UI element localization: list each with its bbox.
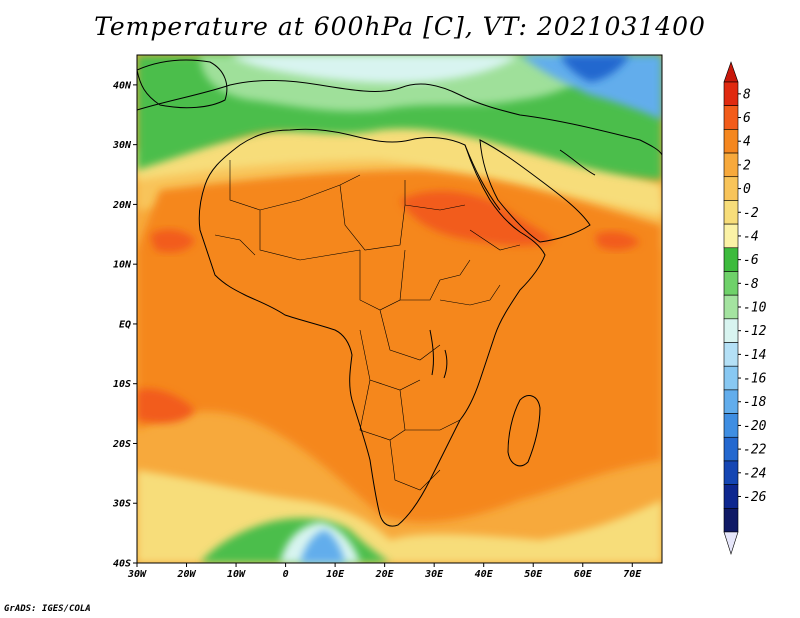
madagascar (507, 395, 541, 467)
colorbar-swatch (723, 508, 739, 533)
lon-tick-label: 30E (424, 569, 444, 580)
europe-coast (137, 80, 662, 156)
colorbar-swatch (723, 176, 739, 201)
colorbar-swatch (723, 484, 739, 509)
latitude-axis: 40N 30N 20N 10N EQ 10S 20S 30S 40S (112, 80, 137, 570)
field-hot-sudan (400, 190, 555, 246)
lon-tick-label: 60E (574, 569, 593, 580)
field-cold-deepblue (560, 55, 630, 82)
colorbar-swatch (723, 105, 739, 130)
colorbar-swatch (723, 413, 739, 438)
chart-title: Temperature at 600hPa [C], VT: 202103140… (94, 12, 706, 41)
colorbar-label: 4 (743, 135, 751, 150)
colorbar-top-arrow (723, 61, 739, 83)
lon-tick-label: 50E (524, 569, 543, 580)
lon-tick-label: 30W (127, 569, 147, 580)
colorbar-swatch (723, 81, 739, 106)
colorbar-label: -2 (743, 206, 759, 221)
lat-tick-label: EQ (119, 319, 131, 330)
lon-tick-label: 10E (326, 569, 345, 580)
colorbar-swatch (723, 318, 739, 343)
lat-tick-label: 40S (113, 559, 131, 570)
field-cold-blue (520, 55, 662, 120)
colorbar-label: -12 (743, 324, 767, 339)
lat-tick-label: 40N (113, 80, 132, 91)
lat-tick-label: 20S (112, 439, 131, 450)
red-sea (464, 144, 501, 211)
colorbar-swatch (723, 223, 739, 249)
lat-tick-label: 30S (112, 499, 131, 510)
country-borders (214, 160, 521, 491)
colorbar-swatch (723, 152, 739, 178)
colorbar-label: -24 (743, 466, 766, 481)
lon-tick-label: 70E (623, 569, 642, 580)
lon-tick-label: 20W (176, 569, 196, 580)
lat-tick-label: 20N (112, 200, 132, 211)
temperature-field (137, 55, 662, 563)
colorbar-label: -20 (743, 419, 767, 434)
field-hot-indian (595, 231, 640, 251)
lakes-east (429, 329, 448, 379)
persian-gulf (559, 149, 596, 176)
colorbar-swatch (723, 129, 739, 154)
colorbar-label: -8 (743, 277, 759, 292)
colorbar-bottom-arrow (723, 531, 739, 555)
colorbar-swatch (723, 365, 739, 391)
field-warm-orange (137, 170, 662, 523)
colorbar-label: -16 (743, 372, 767, 387)
lat-tick-label: 30N (112, 140, 132, 151)
field-hot-southatlantic (137, 388, 195, 423)
colorbar: 8 6 4 2 0 -2 -4 -6 -8 -10 -12 -14 -16 -18 -20 -22 -24 -26 (723, 61, 767, 555)
lat-tick-label: 10N (113, 260, 132, 271)
colorbar-label: 6 (743, 111, 751, 126)
lat-tick-label: 10S (113, 379, 131, 390)
colorbar-swatch (723, 271, 739, 296)
lon-tick-label: 0 (283, 569, 289, 580)
colorbar-swatch (723, 389, 739, 414)
longitude-axis: 30W 20W 10W 0 10E 20E 30E 40E 50E 60E 70E (127, 563, 642, 580)
field-cold-cyan (230, 55, 520, 83)
lon-tick-label: 10W (227, 569, 246, 580)
colorbar-swatch (723, 460, 739, 485)
lon-tick-label: 40E (475, 569, 494, 580)
arabia (479, 139, 591, 243)
colorbar-label: -10 (743, 301, 767, 316)
iberia (137, 59, 228, 109)
colorbar-label: -22 (743, 443, 767, 458)
field-south-blue (300, 530, 345, 563)
colorbar-label: -6 (743, 253, 759, 268)
colorbar-swatch (723, 436, 739, 462)
colorbar-swatch (723, 342, 739, 367)
field-hot-westafrica (150, 229, 195, 253)
colorbar-label: 8 (743, 87, 751, 102)
colorbar-swatch (723, 247, 739, 272)
plot-frame (136, 54, 663, 564)
colorbar-swatch (723, 200, 739, 225)
colorbar-label: -4 (743, 229, 759, 244)
colorbar-label: 0 (743, 182, 751, 197)
colorbar-label: 2 (743, 158, 751, 173)
lon-tick-label: 20E (375, 569, 395, 580)
colorbar-label: -18 (743, 395, 767, 410)
colorbar-label: -14 (743, 348, 766, 363)
field-pale-yellow (137, 110, 662, 215)
colorbar-swatch (723, 294, 739, 320)
colorbar-label: -26 (743, 490, 767, 505)
credit-text: GrADS: IGES/COLA (4, 604, 91, 614)
